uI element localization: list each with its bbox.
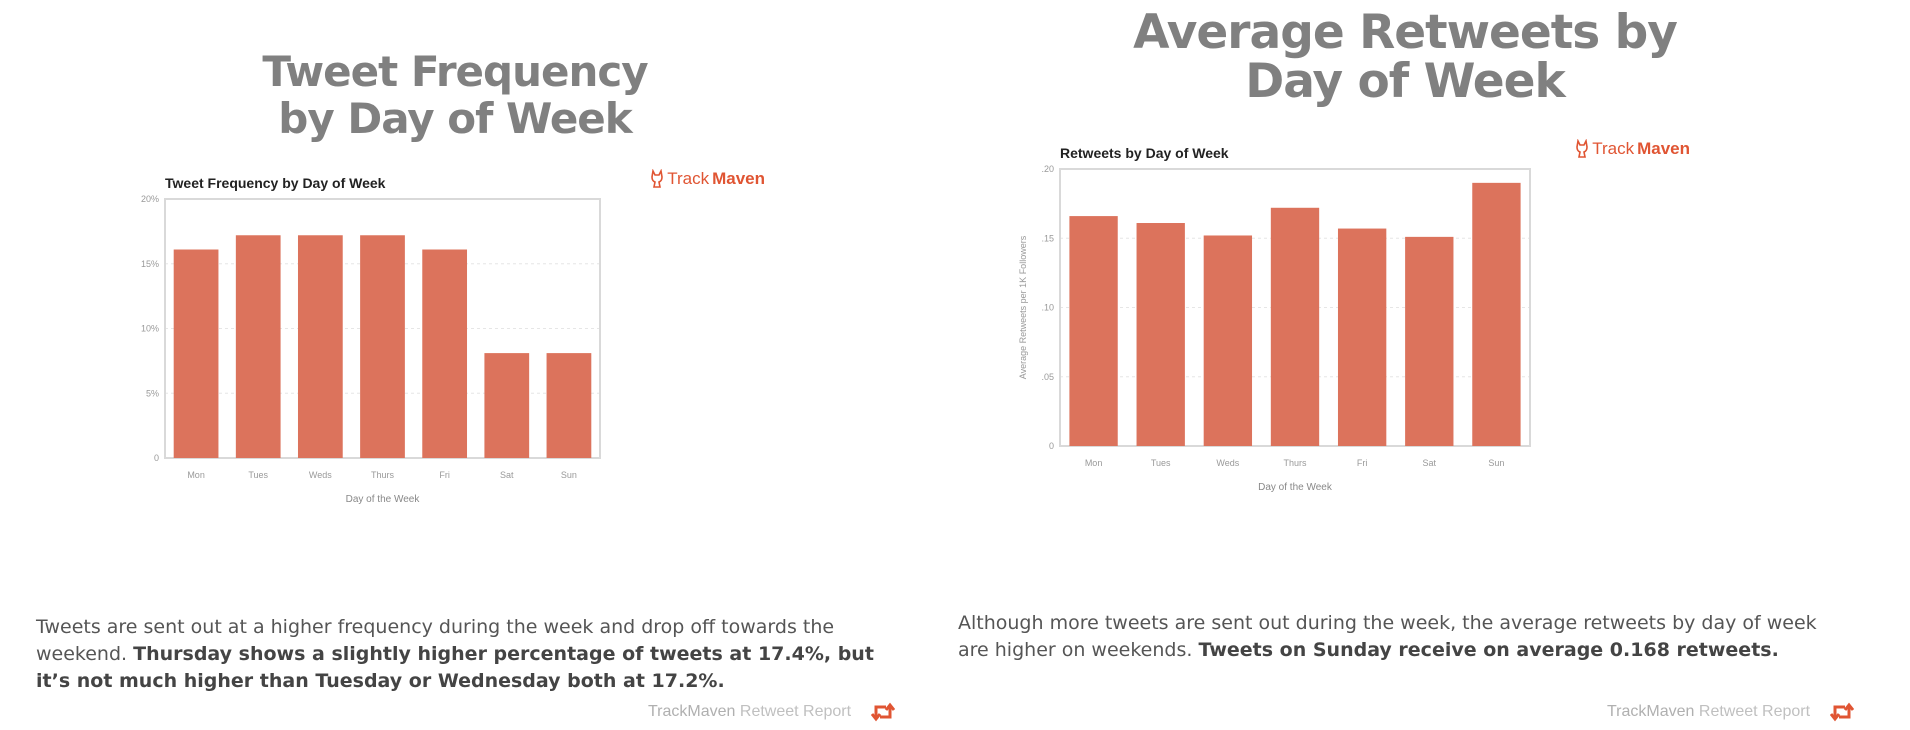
brand-track-text: Track <box>1592 139 1635 158</box>
y-axis-label: Average Retweets per 1K Followers <box>1018 235 1028 379</box>
retweets-chart: Retweets by Day of Week Track Maven 0 .05.… <box>1018 139 1690 585</box>
footer-report: Retweet Report <box>735 703 852 720</box>
bar-sun <box>1472 182 1521 446</box>
bar-fri <box>1337 228 1387 446</box>
x-tick-label: Sun <box>561 470 577 480</box>
slide-title-line-2: by Day of Week <box>278 94 632 143</box>
description-normal: Although more tweets are sent out during… <box>958 612 1817 661</box>
x-tick-label: Sat <box>500 470 514 480</box>
description-normal: Tweets are sent out at a higher frequenc… <box>36 616 835 665</box>
slide-title-line-1: Tweet Frequency <box>262 47 648 96</box>
bar-sat <box>484 353 530 458</box>
y-tick-label: 10% <box>141 324 159 334</box>
x-tick-label: Fri <box>1357 458 1368 468</box>
y-tick-label: .10 <box>1041 303 1054 313</box>
y-tick-label: .05 <box>1041 372 1054 382</box>
x-tick-label: Thurs <box>371 470 395 480</box>
bar-tues <box>235 235 281 458</box>
x-tick-label: Weds <box>1216 458 1239 468</box>
x-tick-label: Mon <box>1085 458 1103 468</box>
average-retweets-panel: Average Retweets by Day of Week Retweets… <box>955 0 1910 730</box>
chart-title: Retweets by Day of Week <box>1060 145 1229 161</box>
slide-title: Tweet Frequency by Day of Week <box>150 48 760 142</box>
slide-title: Average Retweets by Day of Week <box>1100 8 1710 106</box>
y-tick-label: 0 <box>1049 441 1054 451</box>
y-tick-label: 15% <box>141 259 159 269</box>
bar-fri <box>422 249 468 458</box>
footer-report: Retweet Report <box>1694 703 1811 720</box>
x-axis-label: Day of the Week <box>346 494 421 505</box>
trackmaven-logo: Track Maven <box>1575 139 1690 159</box>
trackmaven-logo-icon <box>1576 139 1589 158</box>
description-bold: Tweets on Sunday receive on average 0.16… <box>1198 639 1779 661</box>
tweet-frequency-panel: Tweet Frequency by Day of Week Tweet Fre… <box>36 48 896 722</box>
trackmaven-logo: Track Maven <box>650 169 765 189</box>
retweet-icon <box>1830 702 1855 722</box>
brand-track-text: Track <box>667 169 710 188</box>
description: Although more tweets are sent out during… <box>958 610 1838 664</box>
bar-thurs <box>1270 207 1320 446</box>
x-tick-label: Thurs <box>1283 458 1307 468</box>
retweet-icon <box>871 702 896 722</box>
y-tick-label: 5% <box>146 388 159 398</box>
footer-brand: TrackMaven <box>1607 703 1695 720</box>
tweet-frequency-chart: Tweet Frequency by Day of Week Track Mave… <box>141 169 765 595</box>
x-tick-label: Tues <box>248 470 268 480</box>
y-tick-label: 20% <box>141 194 159 204</box>
description-bold: Thursday shows a slightly higher percent… <box>36 643 874 692</box>
bar-mon <box>1069 216 1118 446</box>
chart-title: Tweet Frequency by Day of Week <box>165 175 386 191</box>
y-tick-label: .20 <box>1041 164 1054 174</box>
footer-brand: TrackMaven <box>648 703 736 720</box>
footer: TrackMaven Retweet Report <box>648 702 896 722</box>
footer-report-label: TrackMaven Retweet Report <box>1607 703 1810 721</box>
x-tick-label: Weds <box>309 470 332 480</box>
bar-chart-svg: 0 5% 10% 15% 20% Mon Tues Weds Thurs Fri Sat Sun Day… <box>141 194 601 505</box>
x-tick-label: Sun <box>1488 458 1504 468</box>
bar-thurs <box>360 235 405 458</box>
trackmaven-logo-icon <box>651 169 664 188</box>
x-tick-label: Mon <box>187 470 205 480</box>
slide-title-line-1: Average Retweets by <box>1133 5 1678 60</box>
bar-tues <box>1136 223 1185 446</box>
slide-title-line-2: Day of Week <box>1245 54 1566 109</box>
bar-chart-svg: 0 .05 .10 .15 .20 Mon Tues Weds Thurs Fri Sat Sun Da… <box>1018 164 1531 493</box>
brand-maven-text: Maven <box>1637 139 1690 158</box>
footer: TrackMaven Retweet Report <box>1607 702 1855 722</box>
x-axis-label: Day of the Week <box>1258 482 1333 493</box>
bar-weds <box>297 235 343 458</box>
bar-sat <box>1405 236 1454 446</box>
bar-mon <box>173 249 219 458</box>
y-tick-label: .15 <box>1041 233 1054 243</box>
x-tick-label: Sat <box>1423 458 1437 468</box>
bar-sun <box>546 353 592 458</box>
x-tick-label: Tues <box>1151 458 1171 468</box>
x-tick-label: Fri <box>439 470 450 480</box>
footer-report-label: TrackMaven Retweet Report <box>648 703 851 721</box>
y-tick-label: 0 <box>154 453 159 463</box>
description: Tweets are sent out at a higher frequenc… <box>36 614 896 695</box>
bar-weds <box>1203 235 1253 446</box>
brand-maven-text: Maven <box>712 169 765 188</box>
